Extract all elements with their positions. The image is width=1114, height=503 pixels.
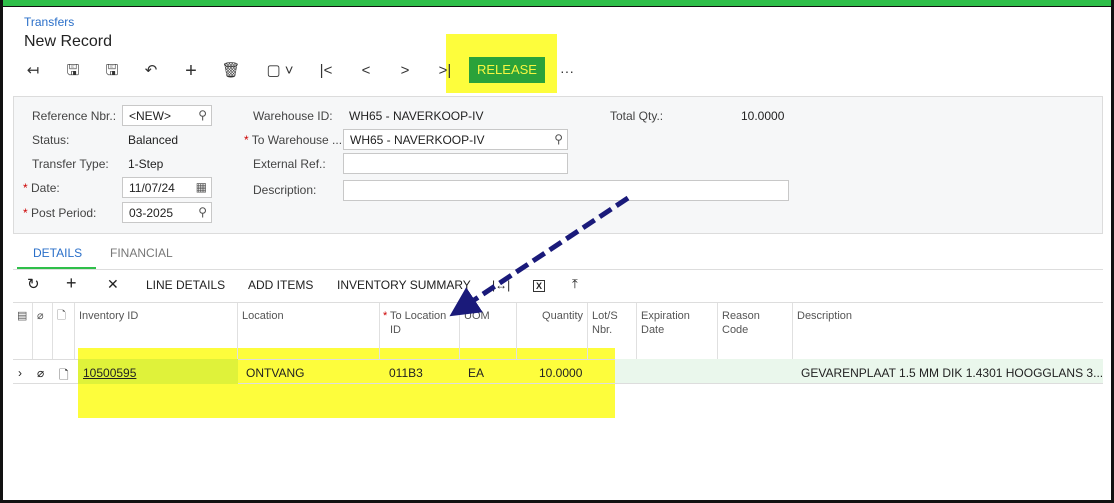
- add-icon[interactable]: +: [185, 60, 197, 82]
- date-input[interactable]: 11/07/24 ▦: [122, 177, 212, 198]
- table-row[interactable]: [13, 359, 1103, 384]
- warehouse-id-value: WH65 - NAVERKOOP-IV: [349, 109, 484, 123]
- description-label: Description:: [253, 183, 317, 197]
- line-details-button[interactable]: LINE DETAILS: [146, 278, 226, 292]
- uom-cell[interactable]: EA: [468, 366, 485, 380]
- note-icon[interactable]: 🗋: [59, 368, 69, 382]
- description-cell[interactable]: GEVARENPLAAT 1.5 MM DIK 1.4301 HOOGGLANS…: [801, 366, 1104, 380]
- description-input[interactable]: [343, 180, 789, 201]
- location-cell[interactable]: ONTVANG: [246, 366, 305, 380]
- upload-icon[interactable]: ⤒: [572, 276, 578, 291]
- date-value: 11/07/24: [129, 181, 175, 195]
- delete-row-icon[interactable]: ✕: [107, 276, 119, 292]
- more-button[interactable]: ···: [560, 63, 574, 79]
- status-value: Balanced: [128, 133, 179, 147]
- prev-icon[interactable]: <: [361, 62, 371, 79]
- save-icon[interactable]: 🖫: [105, 62, 119, 79]
- save-close-icon[interactable]: 🖫: [66, 62, 80, 79]
- external-ref-input[interactable]: [343, 153, 568, 174]
- transfer-type-label: Transfer Type:: [32, 157, 109, 171]
- transfer-type-value: 1-Step: [128, 157, 164, 171]
- column-quantity[interactable]: Quantity: [517, 303, 588, 359]
- column-lot-serial[interactable]: Lot/S Nbr.: [588, 303, 637, 359]
- release-button[interactable]: RELEASE: [469, 57, 545, 83]
- search-icon[interactable]: ⚲: [198, 108, 207, 122]
- search-icon[interactable]: ⚲: [554, 132, 563, 146]
- calendar-icon[interactable]: ▦: [195, 180, 207, 194]
- back-icon[interactable]: ↤: [26, 62, 40, 79]
- page-title: New Record: [24, 33, 113, 50]
- total-qty-label: Total Qty.:: [610, 109, 664, 123]
- search-icon[interactable]: ⚲: [198, 205, 207, 219]
- notes-column-icon: 🗋: [53, 303, 75, 359]
- reference-nbr-label: Reference Nbr.:: [32, 109, 117, 123]
- to-location-cell[interactable]: 011B3: [389, 366, 423, 380]
- date-label: Date:: [31, 181, 60, 195]
- column-expiration-date[interactable]: Expiration Date: [637, 303, 718, 359]
- reference-nbr-value: <NEW>: [129, 109, 172, 123]
- add-row-icon[interactable]: +: [66, 273, 77, 293]
- attachment-icon[interactable]: ⌀: [37, 366, 45, 380]
- column-reason-code[interactable]: Reason Code: [718, 303, 793, 359]
- column-inventory-id[interactable]: Inventory ID: [75, 303, 238, 359]
- top-bar: [0, 0, 1114, 7]
- to-warehouse-label: To Warehouse ...: [251, 133, 343, 147]
- post-period-input[interactable]: 03-2025 ⚲: [122, 202, 212, 223]
- breadcrumb[interactable]: Transfers: [24, 15, 75, 29]
- tab-details[interactable]: DETAILS: [33, 246, 83, 260]
- to-warehouse-input[interactable]: WH65 - NAVERKOOP-IV ⚲: [343, 129, 568, 150]
- tab-underline: [17, 267, 96, 269]
- external-ref-label: External Ref.:: [253, 157, 326, 171]
- to-location-label: To Location ID: [390, 310, 447, 336]
- delete-icon[interactable]: 🗑: [221, 62, 241, 79]
- post-period-value: 03-2025: [129, 206, 174, 220]
- quantity-cell[interactable]: 10.0000: [539, 366, 583, 380]
- copy-paste-icon[interactable]: ▢ ˅: [266, 62, 294, 79]
- undo-icon[interactable]: ↶: [144, 62, 158, 79]
- next-icon[interactable]: >: [400, 62, 410, 79]
- to-warehouse-value: WH65 - NAVERKOOP-IV: [350, 133, 485, 147]
- post-period-label: Post Period:: [31, 206, 97, 220]
- column-to-location-id[interactable]: * To Location ID: [380, 303, 460, 359]
- column-description[interactable]: Description: [797, 310, 853, 322]
- tab-financial[interactable]: FINANCIAL: [110, 246, 173, 260]
- first-icon[interactable]: |<: [319, 62, 333, 79]
- status-label: Status:: [32, 133, 70, 147]
- refresh-icon[interactable]: ↻: [27, 276, 40, 293]
- reference-nbr-input[interactable]: <NEW> ⚲: [122, 105, 212, 126]
- dashed-arrow: [449, 195, 630, 317]
- excel-export-icon[interactable]: X: [533, 280, 546, 292]
- inventory-id-link[interactable]: 10500595: [83, 366, 137, 380]
- total-qty-value: 10.0000: [741, 109, 785, 123]
- add-items-button[interactable]: ADD ITEMS: [248, 278, 314, 292]
- warehouse-id-label: Warehouse ID:: [253, 109, 333, 123]
- column-location[interactable]: Location: [238, 303, 380, 359]
- attachment-column-icon: ⌀: [33, 303, 53, 359]
- expand-row-icon[interactable]: ›: [18, 366, 22, 380]
- last-icon[interactable]: >|: [438, 62, 452, 79]
- files-column-icon: ▤: [13, 303, 33, 359]
- inventory-summary-button[interactable]: INVENTORY SUMMARY: [337, 278, 471, 292]
